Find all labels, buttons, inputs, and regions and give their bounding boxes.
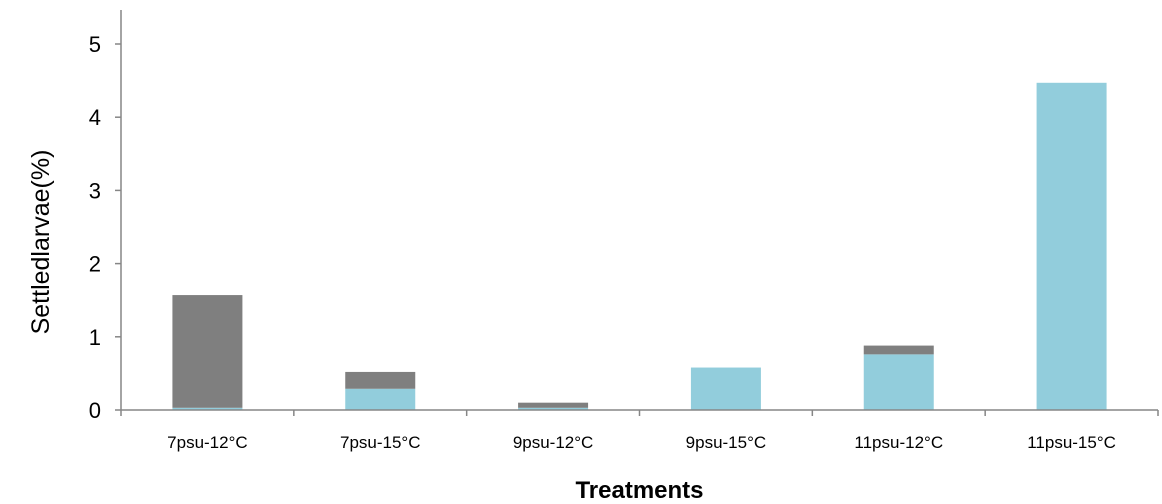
y-axis-title: Settledlarvae(%) (27, 150, 55, 335)
bar-segment-series-1 (864, 354, 934, 410)
bar-segment-series-1 (345, 389, 415, 410)
y-tick-label: 5 (89, 32, 101, 57)
x-tick-label: 11psu‐12°C (854, 433, 943, 452)
y-tick-label: 2 (89, 252, 101, 277)
bar-segment-series-2 (172, 295, 242, 408)
x-tick-labels: 7psu‐12°C 7psu‐15°C 9psu‐12°C 9psu… (167, 433, 1116, 452)
bar-segment-series-2 (864, 346, 934, 355)
bar-segment-series-1 (1037, 83, 1107, 410)
y-tick-label: 4 (89, 105, 101, 130)
x-tick-label: 7psu‐15°C (340, 433, 421, 452)
x-tick-label: 9psu‐15°C (686, 433, 767, 452)
x-axis-title: Treatments (575, 477, 703, 504)
bar-segment-series-1 (691, 368, 761, 410)
x-tick-label: 9psu‐12°C (513, 433, 594, 452)
bars-layer (172, 83, 1106, 410)
y-tick-label: 3 (89, 178, 101, 203)
bar-segment-series-2 (518, 403, 588, 408)
ticks-layer (115, 44, 1158, 416)
x-tick-label: 11psu‐15°C (1027, 433, 1116, 452)
bar-segment-series-2 (345, 372, 415, 389)
y-tick-label: 1 (89, 325, 101, 350)
y-tick-label: 0 (89, 398, 101, 423)
x-tick-label: 7psu‐12°C (167, 433, 248, 452)
y-tick-labels: 0 1 2 3 4 5 (89, 32, 101, 423)
